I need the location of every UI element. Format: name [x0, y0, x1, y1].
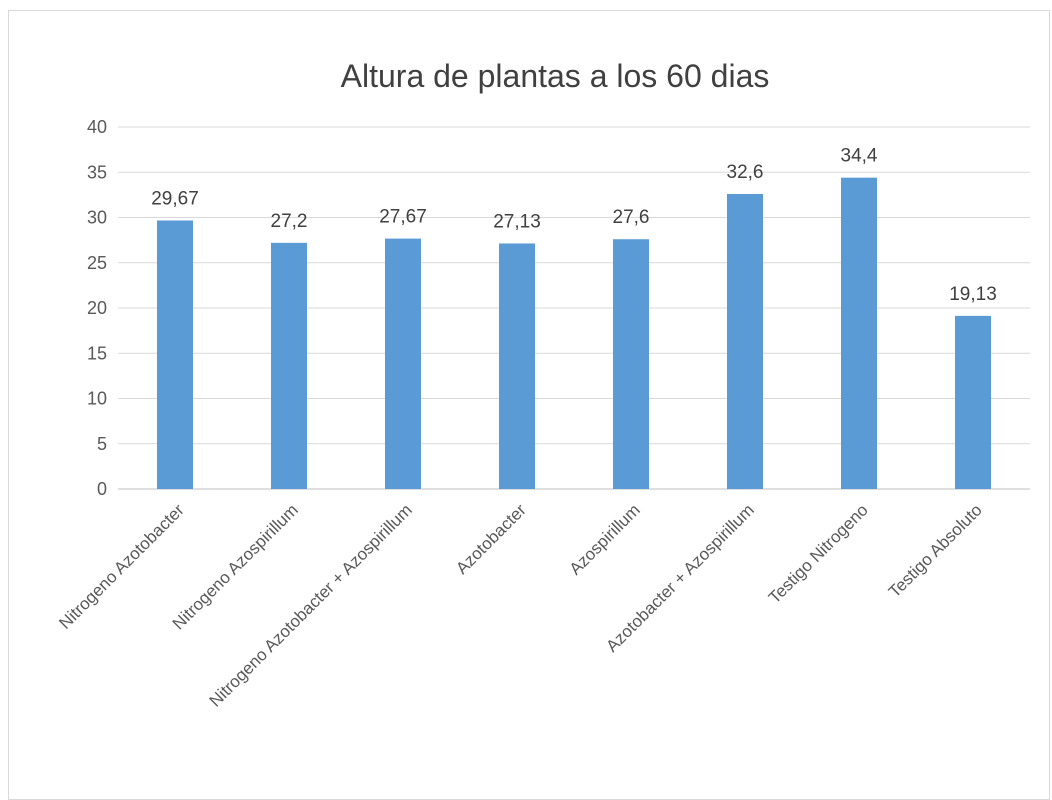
- x-tick-label: Testigo Nitrogeno: [765, 500, 872, 607]
- y-tick-label: 40: [87, 117, 107, 137]
- y-tick-label: 0: [97, 479, 107, 499]
- data-label: 19,13: [949, 284, 997, 305]
- bar: [271, 242, 307, 489]
- x-tick-label: Nitrogeno Azospirillum: [169, 500, 302, 633]
- gridlines: [118, 126, 1030, 490]
- bar: [157, 220, 193, 489]
- bar: [841, 177, 877, 489]
- y-tick-label: 15: [87, 343, 107, 363]
- y-tick-label: 25: [87, 253, 107, 273]
- y-tick-label: 30: [87, 208, 107, 228]
- data-label: 34,4: [841, 146, 878, 167]
- y-tick-label: 35: [87, 162, 107, 182]
- data-labels: 29,67 27,2 27,67 27,13 27,6 32,6 34,4 19,13: [151, 146, 997, 305]
- bar: [499, 243, 535, 489]
- data-label: 27,13: [493, 211, 541, 232]
- y-tick-label: 5: [97, 434, 107, 454]
- bar: [727, 193, 763, 489]
- data-label: 32,6: [727, 162, 764, 183]
- x-tick-label: Testigo Absoluto: [885, 500, 986, 601]
- y-axis-ticks: 0 5 10 15 20 25 30 35 40: [87, 117, 107, 499]
- data-label: 27,67: [379, 207, 427, 228]
- bars: [157, 177, 991, 489]
- x-tick-label: Nitrogeno Azotobacter + Azospirillum: [206, 500, 416, 710]
- data-label: 27,6: [613, 207, 650, 228]
- data-label: 29,67: [151, 188, 199, 209]
- data-label: 27,2: [271, 211, 308, 232]
- bar: [955, 315, 991, 489]
- bar: [385, 238, 421, 489]
- y-tick-label: 20: [87, 298, 107, 318]
- x-tick-label: Azospirillum: [566, 500, 644, 578]
- y-tick-label: 10: [87, 389, 107, 409]
- x-tick-label: Nitrogeno Azotobacter: [55, 500, 188, 633]
- bar: [613, 239, 649, 489]
- x-tick-label: Azotobacter: [452, 500, 530, 578]
- chart-title: Altura de plantas a los 60 dias: [341, 58, 770, 94]
